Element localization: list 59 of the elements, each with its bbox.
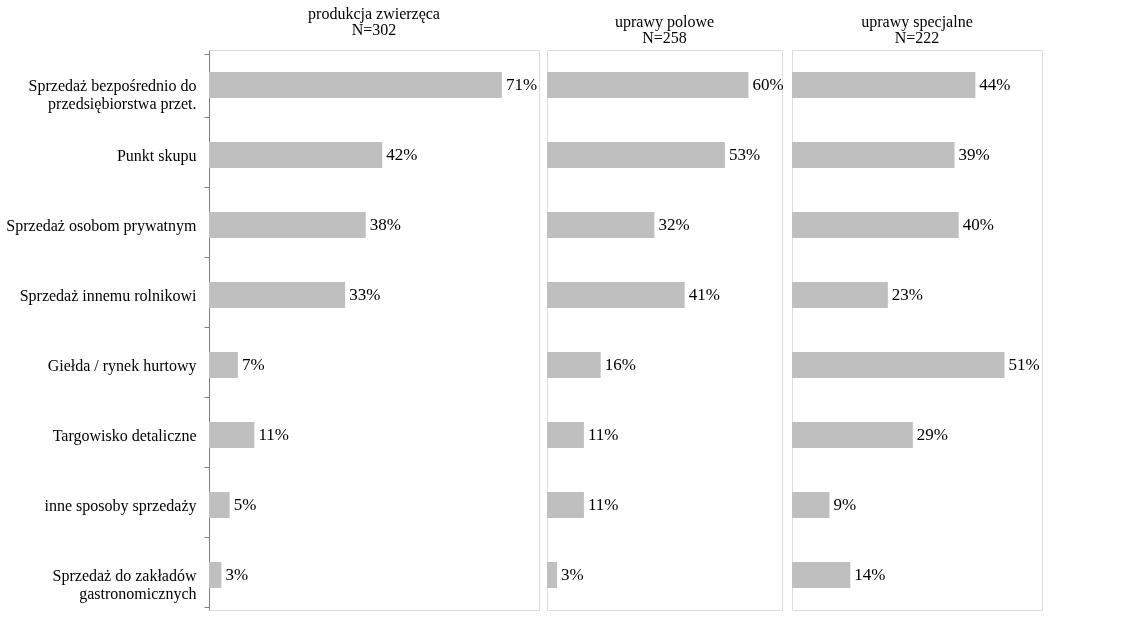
data-label: 3% (225, 565, 249, 584)
bar (547, 142, 725, 168)
data-label: 3% (561, 565, 584, 584)
data-label: 71% (505, 75, 538, 94)
y-tick-label: Targowisko detaliczne (52, 426, 197, 445)
chart-title: produkcja zwierzęca (308, 5, 440, 23)
chart-title: uprawy polowe (614, 13, 715, 31)
data-label: 51% (1008, 355, 1040, 374)
data-label: 33% (349, 285, 381, 304)
y-tick-label: Punkt skupu (116, 146, 197, 165)
bar (547, 72, 749, 98)
bar (209, 72, 502, 98)
bar (547, 562, 558, 588)
y-tick-label: Sprzedaż osobom prywatnym (6, 216, 198, 235)
bar (547, 492, 584, 518)
y-tick-label: inne sposoby sprzedaży (44, 496, 197, 515)
data-label: 11% (587, 425, 619, 444)
data-label: 32% (658, 215, 690, 234)
data-label: 40% (962, 215, 994, 234)
data-label: 42% (386, 145, 418, 164)
data-label: 11% (587, 495, 619, 514)
bar (547, 212, 655, 238)
bar (792, 492, 830, 518)
data-label: 16% (604, 355, 636, 374)
data-label: 60% (752, 75, 784, 94)
chart-title: uprawy specjalne (861, 13, 973, 31)
y-tick-label: Giełda / rynek hurtowy (47, 356, 197, 375)
bar (209, 142, 383, 168)
data-label: 44% (979, 75, 1011, 94)
data-label: 5% (233, 495, 257, 514)
data-label: 39% (958, 145, 990, 164)
data-label: 29% (916, 425, 949, 444)
y-tick-label: Sprzedaż do zakładów gastronomicznych (52, 566, 197, 603)
bar (792, 212, 959, 238)
data-label: 38% (369, 215, 401, 234)
data-label: 14% (854, 565, 886, 584)
bar (209, 212, 366, 238)
bar (792, 72, 976, 98)
bar (209, 282, 346, 308)
bar (792, 422, 913, 448)
bar (792, 352, 1005, 378)
bar (209, 492, 230, 518)
bar (792, 282, 888, 308)
bar (547, 422, 584, 448)
data-label: 7% (241, 355, 265, 374)
data-label: 11% (258, 425, 289, 444)
y-tick-label: Sprzedaż bezpośrednio do przedsiębiorstwa przet. (28, 76, 197, 113)
data-label: 23% (891, 285, 924, 304)
y-tick-label: Sprzedaż innemu rolnikowi (19, 286, 198, 305)
data-label: 41% (688, 285, 720, 304)
bar (209, 422, 255, 448)
bar (792, 142, 955, 168)
bar (547, 352, 601, 378)
data-label: 9% (833, 495, 857, 514)
bar (792, 562, 851, 588)
bar (209, 562, 222, 588)
bar (209, 352, 238, 378)
data-label: 53% (728, 145, 761, 164)
bar (547, 282, 685, 308)
